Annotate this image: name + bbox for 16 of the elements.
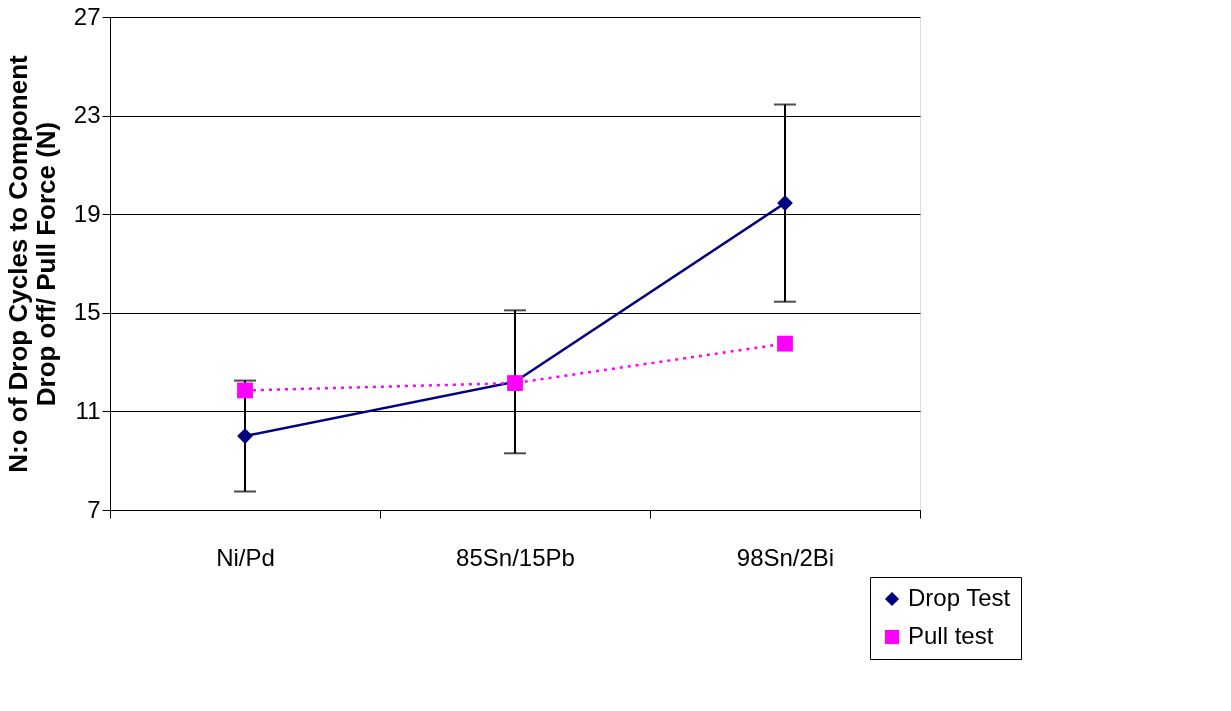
- y-tick-label: 11: [75, 396, 101, 424]
- point: [777, 195, 793, 212]
- legend-label: Pull test: [908, 622, 994, 649]
- y-tick-label: 7: [87, 495, 101, 523]
- x-tick-label: 98Sn/2Bi: [736, 543, 835, 571]
- y-tick-label: 15: [73, 298, 101, 326]
- x-tick-label: Ni/Pd: [216, 543, 275, 571]
- y-tick-label: 27: [73, 2, 101, 30]
- point: [237, 382, 253, 399]
- legend-label: Drop Test: [908, 584, 1011, 611]
- x-tick-label: 85Sn/15Pb: [456, 543, 575, 571]
- point: [777, 335, 793, 352]
- y-tick-label: 19: [73, 199, 101, 227]
- y-axis-title: N:o of Drop Cycles to Component Drop off/ Pull Force (N): [2, 54, 61, 473]
- y-tick-label: 23: [73, 101, 101, 129]
- point: [237, 428, 253, 444]
